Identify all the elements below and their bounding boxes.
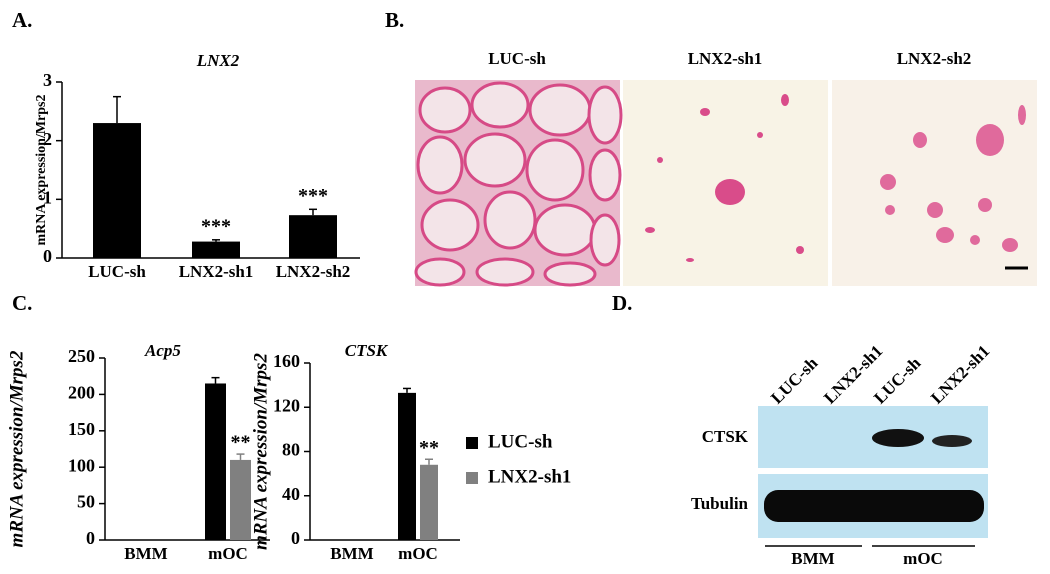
micrograph (832, 80, 1037, 286)
chart-title: Acp5 (144, 341, 181, 360)
panel-label: A. (12, 8, 32, 32)
significance: *** (298, 185, 328, 207)
legend-label: LNX2-sh1 (488, 466, 571, 487)
y-tick-label: 100 (68, 455, 95, 475)
y-tick-label: 120 (273, 395, 300, 415)
band (872, 429, 924, 447)
y-axis-label: mRNA expression/Mrps2 (6, 350, 27, 547)
chart-title: CTSK (345, 341, 389, 360)
y-axis-label: mRNA expression/Mrps2 (250, 353, 271, 550)
panel-label: D. (612, 291, 632, 315)
micrograph-label: LNX2-sh1 (688, 49, 763, 68)
cell-texture (880, 105, 1026, 252)
y-tick-label: 0 (291, 528, 300, 548)
bar (205, 383, 226, 540)
group-label: BMM (791, 549, 834, 568)
micrograph-label: LNX2-sh2 (897, 49, 972, 68)
lane-label: LNX2-sh1 (927, 341, 993, 407)
y-tick-label: 160 (273, 351, 300, 371)
significance: ** (231, 432, 251, 454)
bar (93, 123, 141, 258)
group-label: mOC (903, 549, 943, 568)
x-tick-label: mOC (398, 544, 438, 563)
bar (420, 464, 438, 540)
y-axis-label: mRNA expression/Mrps2 (34, 94, 49, 245)
legend-swatch (466, 437, 478, 449)
x-tick-label: LUC-sh (88, 262, 146, 281)
blot-row-label: Tubulin (691, 494, 749, 513)
significance: *** (201, 215, 231, 237)
bar (192, 241, 240, 258)
y-tick-label: 40 (282, 484, 300, 504)
western-blot: CTSK Tubulin LUC-sh LNX2-sh1 LUC-sh LNX2… (691, 341, 993, 568)
bar (398, 392, 416, 540)
cell-texture (414, 81, 623, 287)
y-tick-label: 50 (77, 492, 95, 512)
y-tick-label: 200 (68, 383, 95, 403)
x-tick-label: mOC (208, 544, 248, 563)
band (932, 435, 972, 447)
significance: ** (419, 437, 439, 459)
y-tick-label: 1 (43, 187, 52, 207)
x-tick-label: BMM (124, 544, 167, 563)
y-tick-label: 3 (43, 70, 52, 90)
legend-swatch (466, 472, 478, 484)
bar (289, 215, 337, 258)
panel-label: C. (12, 291, 32, 315)
x-tick-label: LNX2-sh1 (179, 262, 254, 281)
band (764, 490, 984, 522)
bar (230, 459, 251, 540)
lane-label: LUC-sh (767, 353, 822, 408)
x-tick-label: LNX2-sh2 (276, 262, 351, 281)
micrograph-label: LUC-sh (488, 49, 546, 68)
chart-title: LNX2 (196, 51, 240, 70)
panel-label: B. (385, 8, 404, 32)
y-tick-label: 150 (68, 419, 95, 439)
cell-texture (645, 94, 804, 262)
x-tick-label: BMM (330, 544, 373, 563)
legend-label: LUC-sh (488, 431, 553, 452)
blot-row-label: CTSK (702, 427, 749, 446)
micrographs: LUC-sh LNX2-sh1 LNX2-sh2 (414, 49, 1037, 287)
y-tick-label: 250 (68, 346, 95, 366)
y-tick-label: 0 (43, 246, 52, 266)
y-tick-label: 80 (282, 440, 300, 460)
y-tick-label: 0 (86, 528, 95, 548)
y-tick-label: 2 (43, 129, 52, 149)
